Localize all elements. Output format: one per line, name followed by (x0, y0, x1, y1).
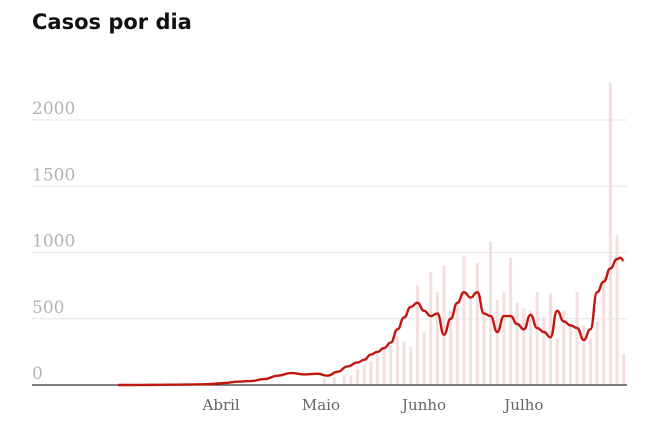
daily-bar (489, 241, 493, 385)
daily-bar (582, 325, 586, 385)
daily-bar (622, 354, 626, 385)
daily-bar (482, 312, 486, 385)
daily-bar (608, 82, 612, 386)
daily-bar (455, 302, 459, 385)
daily-bar (389, 345, 393, 385)
daily-bar (548, 293, 552, 385)
daily-bar (588, 338, 592, 385)
daily-bar (395, 335, 399, 385)
daily-bar (382, 347, 386, 385)
daily-bar (529, 310, 533, 385)
daily-bars (322, 82, 626, 386)
y-tick-label: 2000 (32, 99, 75, 119)
moving-average-line (118, 256, 624, 387)
chart-title: Casos por dia (32, 10, 192, 34)
x-tick-label: Maio (302, 396, 340, 414)
daily-bar (475, 263, 479, 385)
daily-bar (575, 292, 579, 385)
daily-bar (462, 256, 466, 385)
x-tick-label: Abril (202, 396, 240, 414)
daily-bar (449, 310, 453, 385)
daily-bar (442, 265, 446, 385)
y-axis-ticks: 0 500 1000 1500 2000 (32, 99, 75, 384)
daily-bar (495, 300, 499, 385)
y-tick-label: 500 (32, 298, 64, 318)
daily-bar (555, 338, 559, 385)
daily-bar (562, 310, 566, 385)
daily-bar (502, 292, 506, 385)
daily-bar (369, 361, 373, 385)
daily-bar (602, 276, 606, 385)
daily-bar (615, 235, 619, 385)
daily-bar (402, 341, 406, 385)
daily-bar (429, 272, 433, 385)
y-tick-label: 1000 (32, 232, 75, 252)
daily-bar (332, 377, 336, 385)
x-tick-label: Julho (502, 396, 543, 414)
daily-bar (356, 369, 360, 385)
grid-lines (32, 119, 627, 320)
daily-bar (522, 308, 526, 385)
daily-bar (375, 354, 379, 385)
x-axis-ticks: Abril Maio Junho Julho (202, 396, 544, 414)
daily-bar (509, 257, 513, 385)
daily-bar (515, 302, 519, 385)
y-tick-label: 0 (32, 364, 43, 384)
daily-bar (422, 332, 426, 385)
daily-bar (435, 292, 439, 385)
daily-bar (415, 285, 419, 385)
daily-bar (568, 324, 572, 385)
daily-bar (322, 378, 326, 385)
daily-bar (535, 292, 539, 385)
daily-bar (542, 316, 546, 385)
y-tick-label: 1500 (32, 165, 75, 185)
daily-bar (595, 321, 599, 385)
daily-bar (409, 346, 413, 385)
daily-bar (362, 365, 366, 385)
daily-bar (349, 375, 353, 385)
daily-bar (469, 298, 473, 385)
daily-bar (342, 374, 346, 385)
x-tick-label: Junho (400, 396, 446, 414)
